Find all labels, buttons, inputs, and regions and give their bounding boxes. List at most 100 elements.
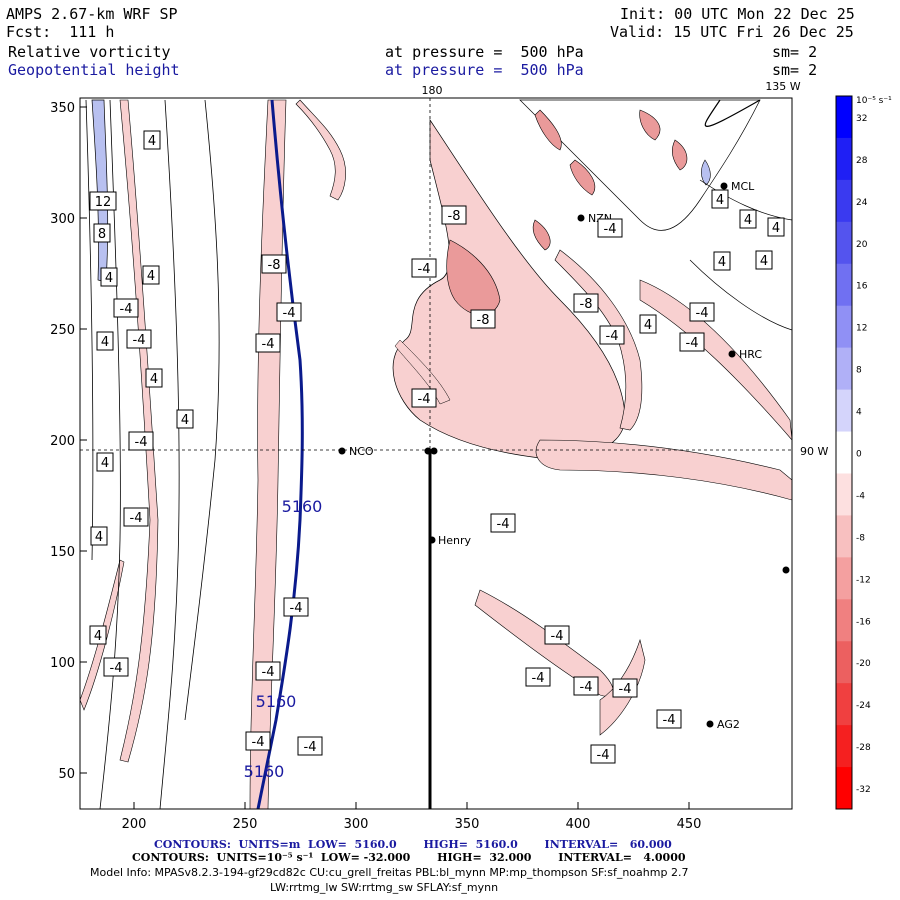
vorticity-contour-info: CONTOURS: UNITS=10⁻⁵ s⁻¹ LOW= -32.000 HI…	[132, 851, 686, 864]
contour-label-box: -4	[612, 678, 638, 698]
x-tick-label: 400	[566, 817, 591, 832]
contour-label-box: -4	[590, 744, 616, 764]
longitude-label-180: 180	[422, 84, 443, 97]
svg-text:-4: -4	[604, 222, 617, 237]
colorbar-swatch	[836, 473, 852, 516]
plot-frame	[79, 97, 793, 810]
contour-label-box: -4	[689, 302, 715, 322]
colorbar-tick-label: -28	[856, 743, 871, 753]
negative-vorticity-band-left	[119, 99, 159, 763]
svg-text:-4: -4	[663, 713, 676, 728]
negative-vorticity-filament	[394, 339, 451, 405]
station-marker	[424, 447, 432, 455]
contour-label-box: -8	[470, 309, 496, 329]
svg-text:-4: -4	[262, 337, 275, 352]
svg-text:-4: -4	[418, 262, 431, 277]
negative-vorticity-band-ne	[639, 279, 792, 441]
colorbar-swatch	[836, 431, 852, 474]
x-tick-label: 350	[455, 817, 480, 832]
contour-label-box: -4	[283, 597, 309, 617]
colorbar-swatch	[836, 725, 852, 768]
field2-smoothing: sm= 2	[772, 61, 818, 79]
svg-text:-8: -8	[580, 297, 593, 312]
model-info-line1: Model Info: MPASv8.2.3-194-gf29cd82c CU:…	[90, 866, 689, 879]
svg-text:4: 4	[101, 456, 109, 471]
contour-label-box: 4	[90, 526, 108, 546]
svg-text:4: 4	[760, 254, 768, 269]
vorticity-cell-a	[534, 109, 562, 151]
colorbar-swatch	[836, 179, 852, 223]
svg-text:4: 4	[181, 413, 189, 428]
vorticity-labels: 4 12 8 4 4 -4 4 -4 4 4 -4 4 -4 4 4 -4 -8…	[89, 130, 785, 764]
colorbar-tick-label: 32	[856, 114, 867, 124]
contour-label-box: -4	[411, 388, 437, 408]
colorbar-unit: 10⁻⁵ s⁻¹	[856, 96, 892, 106]
contour-label-box: 4	[176, 409, 194, 429]
valid-time: Valid: 15 UTC Fri 26 Dec 25	[610, 23, 854, 41]
contour-label-box: -4	[411, 258, 437, 278]
contour-label-box: -4	[123, 507, 149, 527]
y-tick-label: 350	[50, 101, 75, 116]
x-tick-label: 450	[677, 817, 702, 832]
colorbar-tick-label: 4	[856, 408, 862, 418]
station-marker	[430, 447, 438, 455]
station-marker	[720, 182, 728, 190]
station-marker	[577, 214, 585, 222]
station-label-hrc: HRC	[739, 348, 762, 361]
contour-label-box: 4	[713, 251, 731, 271]
vorticity-cell-d	[671, 139, 688, 171]
height-contour-label: 5160	[256, 692, 297, 711]
vorticity-contour-line-3	[184, 99, 220, 721]
svg-text:-8: -8	[268, 258, 281, 273]
colorbar-tick-label: -16	[856, 617, 871, 627]
svg-text:12: 12	[95, 195, 112, 210]
height-contour-info: CONTOURS: UNITS=m LOW= 5160.0 HIGH= 5160…	[154, 838, 672, 851]
colorbar-swatch	[836, 641, 852, 684]
contour-label-box: -4	[490, 513, 516, 533]
x-tick-label: 250	[233, 817, 258, 832]
svg-text:-4: -4	[696, 306, 709, 321]
height-contour-label: 5160	[282, 497, 323, 516]
vorticity-cell-positive	[701, 159, 711, 186]
field1-smoothing: sm= 2	[772, 43, 818, 61]
coastline	[704, 99, 761, 127]
svg-text:4: 4	[150, 372, 158, 387]
svg-text:4: 4	[744, 213, 752, 228]
contour-label-box: 4	[711, 189, 729, 209]
svg-text:-4: -4	[283, 306, 296, 321]
contour-label-box: 4	[96, 331, 114, 351]
colorbar-tick-label: -12	[856, 575, 871, 585]
colorbar-swatch	[836, 683, 852, 726]
colorbar-tick-label: -8	[856, 533, 865, 543]
contour-label-box: 4	[142, 265, 160, 285]
forecast-hour: Fcst: 111 h	[6, 23, 115, 41]
height-contour-5160	[256, 99, 304, 809]
svg-text:-4: -4	[290, 601, 303, 616]
model-info-line2: LW:rrtmg_lw SW:rrtmg_sw SFLAY:sf_mynn	[270, 881, 499, 894]
svg-text:-4: -4	[262, 665, 275, 680]
station-label-henry: Henry	[438, 534, 472, 547]
svg-text:-4: -4	[686, 336, 699, 351]
svg-text:-4: -4	[532, 671, 545, 686]
colorbar-swatch	[836, 389, 852, 433]
svg-text:-4: -4	[606, 329, 619, 344]
svg-text:4: 4	[718, 255, 726, 270]
contour-label-box: -4	[255, 661, 281, 681]
contour-label-box: -4	[597, 218, 623, 238]
contour-label-box: 4	[755, 250, 773, 270]
station-marker	[428, 536, 436, 544]
station-marker	[782, 566, 790, 574]
colorbar-swatch	[836, 347, 852, 391]
contour-label-box: 4	[739, 209, 757, 229]
svg-text:4: 4	[644, 318, 652, 333]
contour-label-box: 4	[145, 368, 163, 388]
height-contour-label: 5160	[244, 762, 285, 781]
contour-label-box: -4	[679, 332, 705, 352]
field1-level: at pressure = 500 hPa	[385, 43, 584, 61]
y-tick-label: 100	[50, 656, 75, 671]
station-marker	[728, 350, 736, 358]
model-title: AMPS 2.67-km WRF SP	[6, 5, 178, 23]
contour-label-box: -4	[276, 302, 302, 322]
positive-vorticity-area	[91, 99, 109, 283]
